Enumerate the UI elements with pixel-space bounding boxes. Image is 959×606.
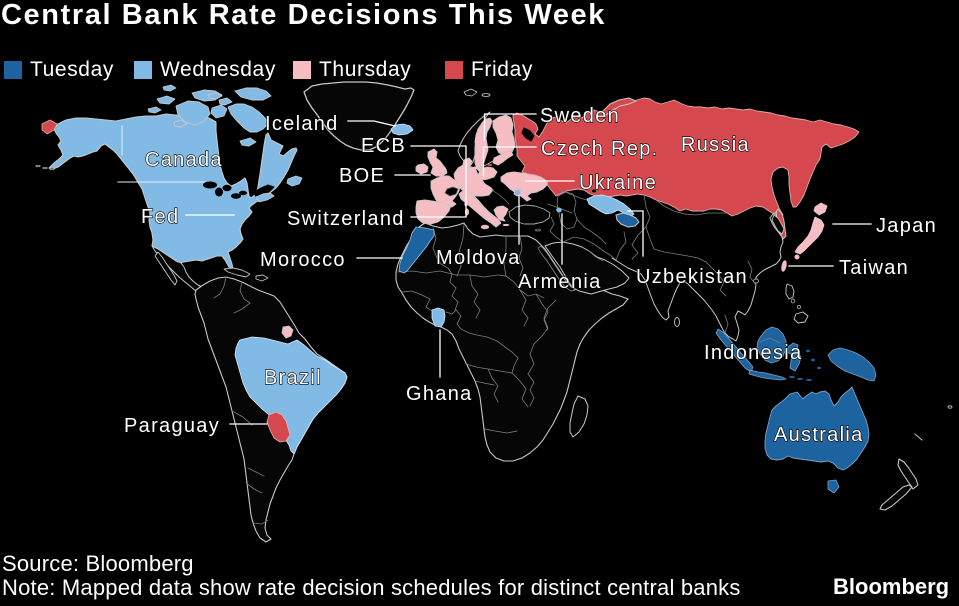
- svg-text:Japan: Japan: [876, 215, 937, 237]
- svg-text:Armenia: Armenia: [518, 271, 602, 293]
- svg-text:Uzbekistan: Uzbekistan: [636, 266, 748, 288]
- svg-text:Ghana: Ghana: [406, 383, 473, 405]
- svg-text:Iceland: Iceland: [265, 113, 339, 135]
- svg-text:Switzerland: Switzerland: [287, 208, 405, 230]
- svg-text:Russia: Russia: [681, 134, 750, 156]
- svg-text:ECB: ECB: [361, 135, 406, 157]
- svg-text:Morocco: Morocco: [260, 249, 346, 271]
- svg-text:Fed: Fed: [141, 206, 179, 228]
- svg-text:Ukraine: Ukraine: [579, 172, 657, 194]
- svg-text:Sweden: Sweden: [540, 105, 620, 127]
- svg-text:Canada: Canada: [145, 149, 223, 171]
- svg-text:Brazil: Brazil: [264, 367, 322, 389]
- svg-text:Paraguay: Paraguay: [124, 415, 220, 437]
- svg-text:BOE: BOE: [339, 165, 385, 187]
- svg-text:Moldova: Moldova: [436, 247, 521, 269]
- svg-text:Australia: Australia: [774, 424, 864, 446]
- svg-text:Taiwan: Taiwan: [839, 257, 909, 279]
- svg-text:Indonesia: Indonesia: [704, 342, 802, 364]
- svg-text:Czech Rep.: Czech Rep.: [541, 138, 659, 160]
